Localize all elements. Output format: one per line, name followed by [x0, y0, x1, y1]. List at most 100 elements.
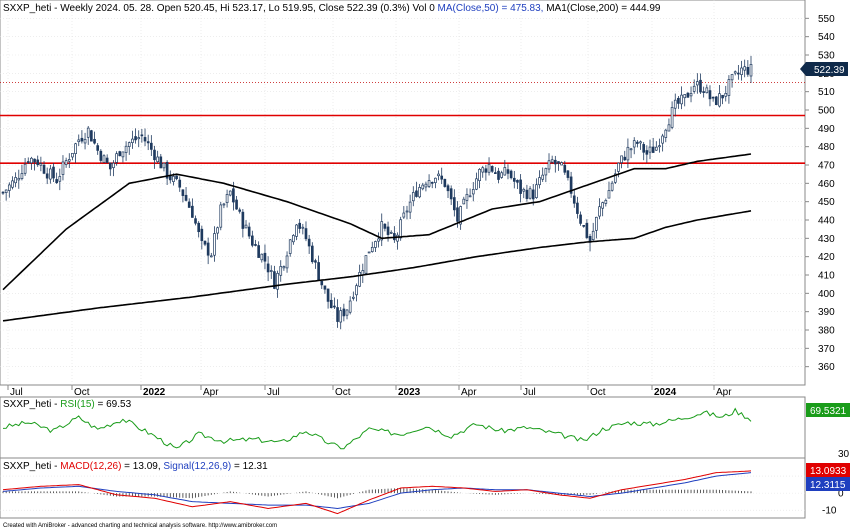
candle-body: [86, 127, 90, 138]
candle-body: [314, 260, 317, 263]
price-tick-label: 440: [818, 216, 835, 227]
candle-body: [579, 214, 582, 224]
candle-body: [266, 263, 270, 273]
candle-body: [572, 195, 576, 204]
candle-body: [522, 188, 526, 192]
price-tick-label: 470: [818, 161, 835, 172]
candle-body: [225, 194, 229, 204]
candle-body: [320, 280, 324, 286]
macd-tick-label: -10: [822, 506, 837, 517]
candle-body: [17, 177, 21, 181]
x-tick-label: Apr: [203, 387, 219, 398]
candle-body: [14, 177, 17, 184]
candle-body: [260, 253, 264, 261]
candle-body: [175, 175, 178, 180]
candle-body: [42, 164, 46, 174]
candle-body: [629, 148, 633, 151]
x-tick-label: Oct: [335, 387, 351, 398]
candle-body: [134, 136, 137, 141]
candle-body: [661, 135, 664, 144]
candle-body: [304, 228, 308, 240]
candle-body: [651, 146, 655, 153]
candle-body: [49, 168, 52, 180]
candle-body: [374, 241, 377, 248]
candle-body: [67, 159, 71, 162]
price-tick-label: 390: [818, 307, 835, 318]
candle-body: [118, 151, 122, 157]
candle-body: [172, 175, 175, 182]
candle-body: [247, 226, 251, 237]
candle-body: [4, 189, 8, 193]
candle-body: [317, 262, 320, 281]
candle-body: [83, 138, 87, 144]
candle-body: [708, 90, 712, 100]
price-header: SXXP_heti - Weekly 2024. 05. 28. Open 52…: [3, 3, 661, 14]
candle-body: [667, 124, 671, 132]
candle-body: [263, 252, 267, 262]
ma200-line: [2, 210, 752, 322]
candle-body: [80, 137, 84, 142]
price-tick-label: 360: [818, 362, 835, 373]
price-tick-label: 400: [818, 289, 835, 300]
rsi-header-value: = 69.53: [95, 399, 132, 410]
candle-body: [108, 162, 112, 170]
candle-body: [547, 160, 551, 170]
candle-body: [232, 188, 235, 203]
candle-body: [490, 166, 494, 172]
candle-body: [525, 189, 529, 199]
rsi-badge-value: 69.5321: [810, 406, 847, 417]
candle-body: [168, 175, 172, 181]
candle-body: [613, 173, 617, 183]
candle-body: [494, 172, 497, 174]
candle-body: [462, 198, 466, 205]
candle-body: [339, 310, 343, 323]
candle-body: [541, 174, 545, 180]
candle-body: [481, 167, 485, 173]
candle-body: [383, 223, 387, 229]
candle-body: [484, 168, 488, 173]
candle-body: [389, 231, 393, 234]
candle-body: [654, 146, 658, 151]
x-tick-label: Oct: [74, 387, 90, 398]
candle-body: [222, 203, 226, 206]
candle-body: [276, 272, 279, 290]
candle-body: [639, 141, 642, 144]
macd-badge-value: 13.0933: [810, 466, 847, 477]
candle-body: [434, 177, 437, 184]
candle-body: [446, 185, 450, 192]
price-tick-label: 550: [818, 14, 835, 25]
candle-body: [345, 309, 349, 316]
price-header-prefix: SXXP_heti - Weekly 2024. 05. 28. Open 52…: [3, 3, 438, 14]
candle-body: [323, 285, 327, 290]
candle-body: [730, 74, 734, 81]
candle-body: [415, 190, 418, 197]
signal-line: [2, 472, 752, 510]
price-tick-label: 420: [818, 252, 835, 263]
candle-body: [516, 179, 519, 183]
candle-body: [194, 218, 197, 224]
candle-body: [71, 152, 74, 158]
candle-body: [58, 176, 62, 182]
candle-body: [617, 162, 620, 172]
x-tick-label: Jul: [10, 387, 23, 398]
candle-body: [405, 210, 409, 213]
candle-body: [105, 157, 109, 163]
candle-body: [607, 190, 611, 199]
candle-body: [156, 156, 159, 163]
price-plot-frame: [0, 0, 806, 386]
candle-body: [206, 242, 210, 256]
x-tick-label: 2024: [654, 387, 677, 398]
candle-body: [93, 138, 96, 144]
candle-body: [241, 211, 245, 229]
candle-body: [288, 239, 292, 254]
candle-body: [269, 270, 273, 272]
candle-body: [503, 167, 507, 176]
signal-badge-value: 12.3115: [810, 480, 846, 491]
candle-body: [478, 168, 481, 182]
candle-body: [721, 94, 724, 99]
candle-body: [459, 206, 462, 225]
macd-header-prefix: SXXP_heti -: [3, 461, 60, 472]
price-panel: 360 370 380 390 400 410 420 430 440 450 460 470 480 4…: [0, 0, 848, 398]
candle-body: [295, 224, 298, 237]
